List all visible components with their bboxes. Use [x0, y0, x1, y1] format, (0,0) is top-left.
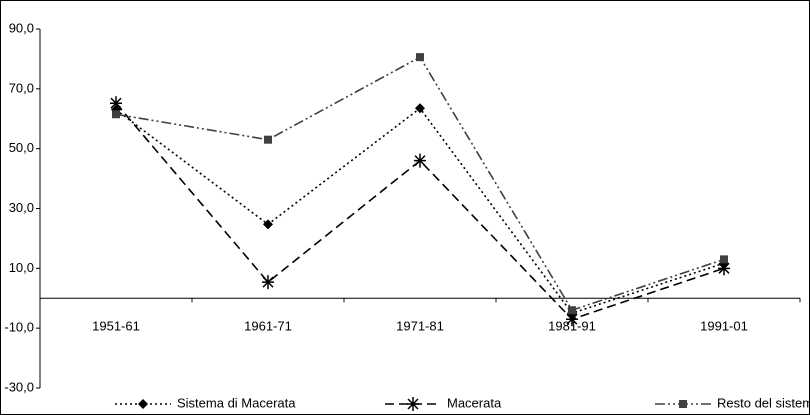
legend-label: Sistema di Macerata [177, 395, 296, 410]
y-tick-label: 70,0 [9, 80, 34, 95]
x-tick-label: 1991-01 [700, 319, 748, 334]
marker [264, 135, 272, 144]
marker [718, 261, 730, 276]
marker [262, 275, 274, 290]
marker [566, 312, 578, 327]
y-tick-label: 90,0 [9, 20, 34, 35]
marker [416, 53, 424, 62]
marker [110, 96, 122, 111]
y-tick-label: 10,0 [9, 260, 34, 275]
legend-label: Resto del sistema [717, 395, 810, 410]
marker [414, 153, 426, 168]
y-tick-label: 50,0 [9, 140, 34, 155]
marker [720, 255, 728, 264]
y-tick-label: 30,0 [9, 200, 34, 215]
marker [138, 399, 148, 409]
x-tick-label: 1951-61 [92, 319, 140, 334]
x-tick-label: 1961-71 [244, 319, 292, 334]
series-line [115, 56, 725, 312]
marker [407, 397, 419, 411]
series-line [115, 102, 725, 321]
marker [568, 306, 576, 315]
marker [679, 400, 687, 408]
legend-label: Macerata [447, 395, 502, 410]
marker [112, 110, 120, 119]
marker [415, 103, 425, 114]
y-tick-label: -30,0 [4, 379, 34, 394]
marker [263, 219, 273, 230]
y-tick-label: -10,0 [4, 320, 34, 335]
x-tick-label: 1971-81 [396, 319, 444, 334]
